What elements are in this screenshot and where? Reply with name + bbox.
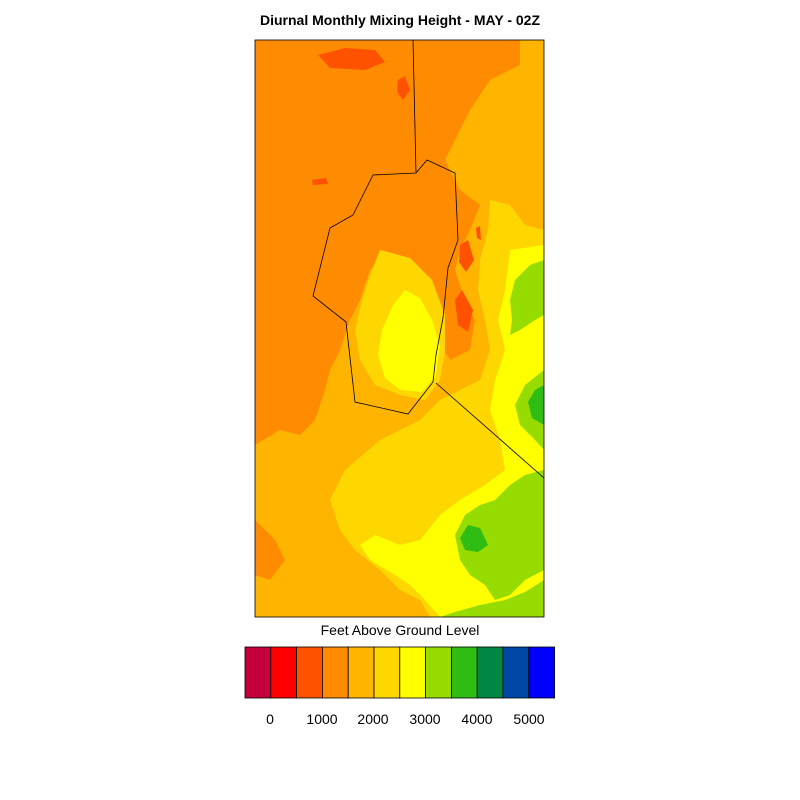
colorbar-swatch [244, 646, 272, 699]
colorbar-swatch [502, 646, 530, 699]
contour-green-patch [460, 525, 488, 552]
legend-units-label: Feet Above Ground Level [320, 622, 480, 638]
colorbar-swatch [347, 646, 375, 699]
contour-red-orange-patch [312, 178, 328, 185]
boundary-polygon [312, 159, 459, 415]
boundary-line [412, 40, 417, 174]
contour-red-orange-patch [318, 48, 385, 70]
contour-red-orange-patch [397, 76, 410, 100]
colorbar-tick-label: 5000 [513, 711, 545, 727]
colorbar-swatch [373, 646, 401, 699]
contour-yellow-blob [378, 290, 440, 392]
colorbar-swatch [528, 646, 555, 699]
colorbar-swatch [476, 646, 504, 699]
colorbar-tick-label: 2000 [357, 711, 389, 727]
colorbar-swatch [270, 646, 297, 699]
boundary-line [435, 382, 544, 479]
contour-orange-region [255, 40, 520, 445]
contour-red-orange-patch [476, 226, 481, 240]
colorbar-swatch [399, 646, 426, 699]
colorbar-swatch [425, 646, 452, 699]
plot-frame [254, 39, 545, 618]
colorbar-tick-label: 1000 [306, 711, 338, 727]
contour-green-patch [528, 385, 544, 425]
colorbar [244, 646, 555, 699]
colorbar-tick-label: 4000 [461, 711, 493, 727]
contour-fills [255, 40, 544, 617]
colorbar-swatch [296, 646, 323, 699]
colorbar-tick-label: 0 [266, 711, 274, 727]
colorbar-tick-label: 3000 [409, 711, 441, 727]
contour-red-orange-patch [459, 240, 474, 272]
contour-light-green-region [455, 470, 544, 600]
contour-red-orange-patch [455, 290, 473, 332]
contour-light-green-region [440, 580, 544, 617]
contour-light-green-region [510, 260, 544, 335]
colorbar-swatch [321, 646, 349, 699]
contour-orange-region-se [255, 520, 285, 580]
map-title: Diurnal Monthly Mixing Height - MAY - 02… [259, 12, 540, 28]
colorbar-swatch [450, 646, 478, 699]
